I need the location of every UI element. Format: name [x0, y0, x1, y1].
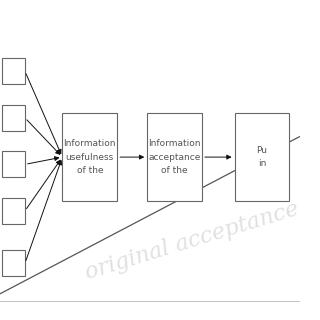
Text: Information
usefulness
of the: Information usefulness of the [64, 140, 116, 175]
Bar [235, 114, 289, 201]
Text: original acceptance: original acceptance [83, 198, 301, 284]
Bar [3, 151, 25, 178]
Bar [3, 105, 25, 131]
Bar [3, 250, 25, 276]
Text: Information
acceptance
of the: Information acceptance of the [148, 140, 201, 175]
Bar [3, 58, 25, 84]
Bar [62, 114, 117, 201]
Text: Pu
in: Pu in [256, 146, 268, 168]
Bar [147, 114, 202, 201]
Bar [3, 198, 25, 224]
